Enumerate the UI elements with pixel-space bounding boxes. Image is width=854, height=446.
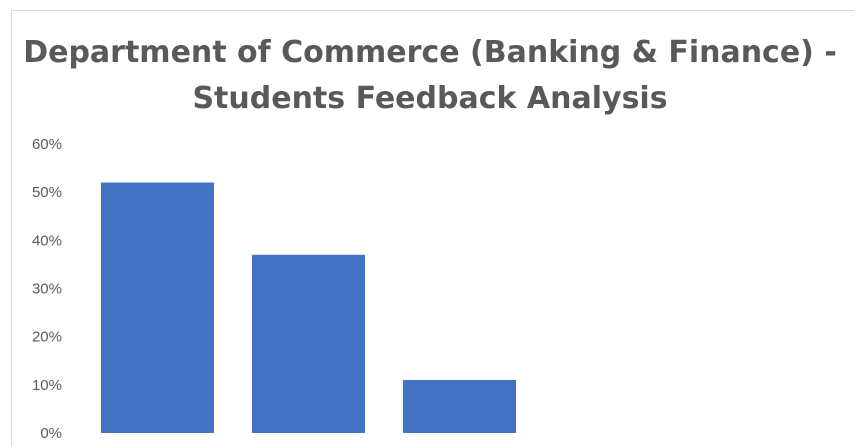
- chart-title: Department of Commerce (Banking & Financ…: [23, 35, 837, 116]
- y-tick-label: 60%: [32, 136, 62, 153]
- bar-series: [101, 182, 516, 433]
- y-tick-label: 10%: [32, 377, 62, 394]
- y-tick-label: 30%: [32, 281, 62, 298]
- bar-3: [403, 380, 516, 433]
- y-tick-label: 20%: [32, 329, 62, 346]
- bar-1: [101, 182, 214, 433]
- bar-2: [252, 254, 365, 433]
- y-tick-label: 50%: [32, 184, 62, 201]
- y-tick-label: 0%: [40, 425, 62, 442]
- y-tick-label: 40%: [32, 232, 62, 249]
- y-axis-ticks: 0% 10% 20% 30% 40% 50% 60%: [32, 136, 62, 442]
